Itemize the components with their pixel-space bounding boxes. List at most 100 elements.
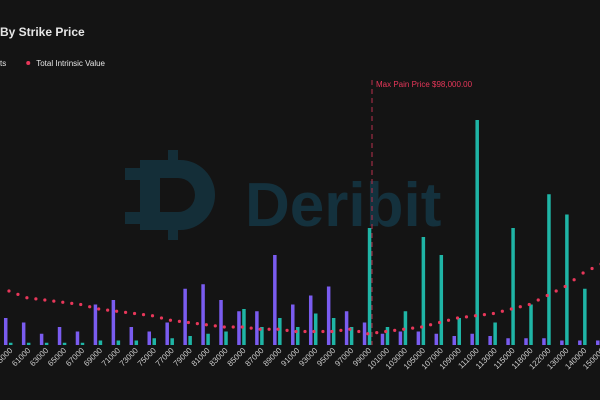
annotation: Max Pain Price $98,000.00 xyxy=(376,80,473,89)
x-tick-label: 83000 xyxy=(208,346,230,368)
x-tick-label: 69000 xyxy=(82,346,104,368)
dot-fill xyxy=(411,326,415,330)
bar xyxy=(219,300,223,345)
bar xyxy=(488,336,492,345)
dot xyxy=(276,327,280,331)
bar xyxy=(542,338,546,345)
dot xyxy=(527,302,531,307)
bar xyxy=(560,340,564,345)
bar xyxy=(255,311,259,345)
dot-fill xyxy=(321,329,325,334)
bar xyxy=(416,331,421,345)
dot-fill xyxy=(446,318,451,322)
dot-fill xyxy=(88,305,92,309)
dot-fill xyxy=(536,298,540,302)
x-tick-label: 97000 xyxy=(333,346,355,368)
bar xyxy=(326,286,331,345)
bar xyxy=(385,327,390,345)
watermark: Deribit xyxy=(245,171,441,240)
bar xyxy=(21,322,26,345)
dot xyxy=(545,293,549,298)
dot xyxy=(7,289,11,293)
bar xyxy=(362,322,367,345)
dot-fill xyxy=(357,329,361,334)
dot xyxy=(204,323,208,327)
dot xyxy=(509,307,513,311)
dot-fill xyxy=(267,327,271,331)
dot xyxy=(294,329,298,334)
bar xyxy=(224,331,228,345)
dot xyxy=(97,307,101,311)
legend-label: Total Intrinsic Value xyxy=(36,59,105,68)
x-tick-label: 71000 xyxy=(100,346,122,368)
dot-fill xyxy=(464,315,469,319)
bar xyxy=(578,340,582,345)
bar xyxy=(313,313,318,345)
dot xyxy=(330,329,334,334)
bar xyxy=(529,304,533,345)
dot-fill xyxy=(554,289,558,293)
dot xyxy=(79,302,83,307)
dot xyxy=(258,327,262,331)
bar xyxy=(475,120,479,345)
dot xyxy=(437,320,442,325)
bar xyxy=(308,295,313,345)
x-tick-label: 95000 xyxy=(315,346,337,368)
bar xyxy=(524,338,528,345)
x-tick-label: 91000 xyxy=(279,346,301,368)
bar xyxy=(134,340,139,345)
dot-fill xyxy=(518,305,522,309)
dot xyxy=(563,284,567,289)
x-tick-label: 75000 xyxy=(136,346,158,368)
dot-fill xyxy=(195,322,199,326)
bar xyxy=(39,333,44,345)
dot-fill xyxy=(285,328,289,332)
dot-fill xyxy=(177,319,182,323)
x-tick-label: 87000 xyxy=(243,346,265,368)
bar xyxy=(470,333,474,345)
dot-fill xyxy=(482,313,487,317)
bar xyxy=(93,304,98,345)
dot-fill xyxy=(141,313,146,317)
bar xyxy=(565,214,569,345)
dot xyxy=(222,325,226,329)
dot xyxy=(384,329,388,334)
bar xyxy=(583,288,587,345)
dot xyxy=(186,320,190,325)
bar xyxy=(57,327,62,345)
dot xyxy=(312,329,316,334)
chart-title: By Strike Price xyxy=(0,25,85,39)
dot-fill xyxy=(428,323,433,327)
dot xyxy=(420,325,424,329)
bar xyxy=(367,228,372,345)
dot xyxy=(348,327,352,331)
dot xyxy=(455,316,460,320)
dot xyxy=(473,314,478,318)
bar xyxy=(188,336,192,345)
bar xyxy=(8,342,13,345)
x-tick-label: 85000 xyxy=(226,346,248,368)
dot xyxy=(168,318,173,322)
bar xyxy=(380,333,385,345)
dot-fill xyxy=(249,326,253,330)
bar xyxy=(116,340,121,345)
bar xyxy=(421,237,426,345)
x-tick-label: 93000 xyxy=(297,346,319,368)
bar xyxy=(3,318,8,345)
bar xyxy=(273,255,277,345)
bar xyxy=(296,327,300,345)
x-tick-label: 73000 xyxy=(118,346,140,368)
x-tick-label: 67000 xyxy=(64,346,86,368)
bar xyxy=(457,318,461,345)
dot xyxy=(43,298,47,302)
bar xyxy=(260,327,264,345)
bar xyxy=(26,342,31,345)
x-tick-label: 77000 xyxy=(154,346,176,368)
dot-fill xyxy=(106,308,110,312)
legend-swatch xyxy=(26,61,31,65)
bar xyxy=(506,338,510,345)
dot-fill xyxy=(123,310,128,314)
dot-fill xyxy=(231,325,235,329)
bar xyxy=(278,318,282,345)
bar xyxy=(291,304,295,345)
